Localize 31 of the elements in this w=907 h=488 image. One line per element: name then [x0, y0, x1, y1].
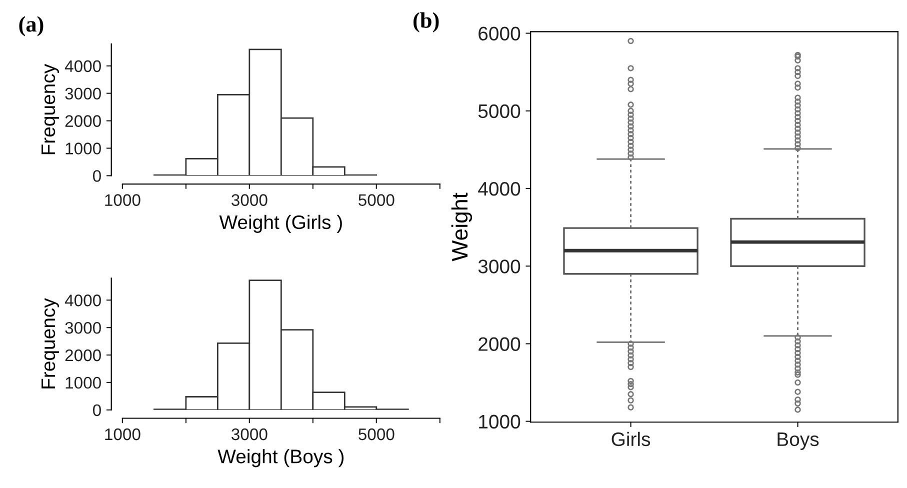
x-tick-label: Boys [778, 432, 819, 450]
text: (b) [414, 12, 439, 32]
x-axis-title: Weight (Girls ) [219, 214, 342, 233]
y-tick-label: 4000 [64, 60, 101, 72]
y-tick-label: 2000 [478, 337, 520, 351]
y-tick-label: 3000 [65, 322, 101, 334]
y-tick-label: 3000 [65, 88, 101, 100]
y-tick-label: 1000 [66, 142, 101, 154]
x-axis-title: Weight (Boys ) [218, 449, 344, 468]
y-tick-label: 4000 [64, 294, 101, 306]
y-tick-label: 3000 [478, 260, 520, 274]
y-tick-label: 0 [92, 404, 101, 416]
x-tick-label: 1000 [105, 428, 140, 440]
y-axis-title: Weight [451, 192, 472, 262]
x-tick-label: 3000 [232, 194, 268, 206]
y-tick-label: 1000 [479, 414, 520, 429]
y-tick-label: 0 [92, 170, 101, 182]
text: (a) [19, 16, 44, 36]
y-tick-label: 2000 [65, 349, 101, 362]
y-tick-label: 5000 [478, 104, 520, 118]
y-tick-label: 6000 [478, 26, 520, 41]
x-tick-label: 5000 [358, 194, 394, 206]
x-tick-label: 1000 [105, 194, 140, 206]
y-tick-label: 2000 [65, 115, 101, 127]
y-tick-label: 4000 [478, 182, 520, 196]
x-tick-label: 3000 [232, 428, 268, 440]
x-tick-label: 5000 [358, 428, 394, 440]
y-tick-label: 1000 [66, 376, 101, 389]
y-axis-title: Frequency [42, 64, 59, 154]
x-tick-label: Girls [612, 432, 650, 446]
y-axis-title: Frequency [42, 298, 59, 388]
